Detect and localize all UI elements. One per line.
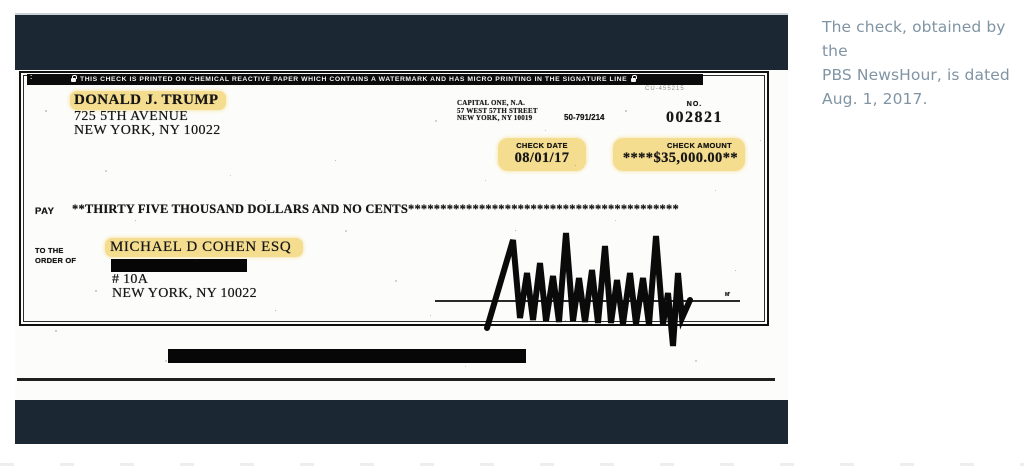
caption-line: PBS NewsHour, is dated — [822, 66, 1010, 84]
scan-noise-speck — [695, 360, 697, 362]
scan-noise-speck — [230, 175, 231, 176]
security-banner-text: THIS CHECK IS PRINTED ON CHEMICAL REACTI… — [80, 76, 628, 83]
scan-noise-speck — [215, 130, 217, 132]
bank-name: CAPITAL ONE, N.A. — [457, 99, 526, 107]
scan-noise-speck — [195, 260, 196, 261]
payer-name: DONALD J. TRUMP — [70, 91, 227, 110]
figure-caption: The check, obtained by the PBS NewsHour,… — [822, 15, 1017, 111]
check-number-label: NO. — [686, 101, 703, 108]
scan-noise-speck — [615, 220, 616, 221]
payer-block: DONALD J. TRUMP 725 5TH AVENUE NEW YORK,… — [70, 91, 227, 138]
caption-line: The check, obtained by the — [822, 18, 1006, 60]
scan-noise-speck — [335, 160, 336, 161]
scan-noise-speck — [735, 270, 736, 271]
payer-address-line1: 725 5TH AVENUE — [74, 109, 189, 124]
routing-fraction: 50-791/214 — [564, 113, 605, 122]
banner-left-mark: : — [30, 74, 33, 81]
scan-noise-speck — [45, 110, 47, 112]
payee-label-line2: ORDER OF — [35, 255, 77, 265]
redaction-bar — [111, 259, 247, 272]
scan-noise-speck — [265, 200, 266, 201]
check-scan-image: : THIS CHECK IS PRINTED ON CHEMICAL REAC… — [15, 70, 788, 400]
scan-noise-speck — [275, 310, 276, 311]
scan-noise-speck — [665, 300, 667, 302]
scan-noise-speck — [345, 230, 347, 232]
pay-label: PAY — [35, 206, 55, 217]
page-bottom-tick-row — [0, 463, 1024, 466]
caption-line: Aug. 1, 2017. — [822, 90, 928, 108]
payee-address: # 10A NEW YORK, NY 10022 — [112, 273, 257, 300]
scan-noise-speck — [485, 180, 486, 181]
payee-name: MICHAEL D COHEN ESQ — [105, 238, 304, 257]
scan-noise-speck — [465, 366, 466, 367]
bank-address-line1: 57 WEST 57TH STREET — [457, 106, 538, 115]
padlock-icon — [71, 74, 77, 82]
bank-block: CAPITAL ONE, N.A. 57 WEST 57TH STREET NE… — [457, 99, 538, 123]
payee-address-line1: # 10A — [112, 272, 149, 287]
check-border — [19, 71, 769, 326]
scan-noise-speck — [55, 330, 57, 332]
scan-noise-speck — [105, 170, 107, 172]
scan-noise-speck — [395, 280, 397, 282]
check-amount-label: CHECK AMOUNT — [667, 141, 732, 150]
scan-noise-speck — [135, 220, 136, 221]
check-number-value: 002821 — [666, 109, 723, 126]
scan-noise-speck — [165, 360, 167, 362]
check-date-value: 08/01/17 — [514, 150, 570, 166]
payer-address-line2: NEW YORK, NY 10022 — [74, 122, 221, 138]
check-amount-value: ****$35,000.00** — [622, 150, 738, 166]
scan-bottom-edge — [17, 378, 775, 381]
scan-noise-speck — [760, 140, 761, 141]
scan-noise-speck — [575, 165, 576, 166]
pay-amount-words: **THIRTY FIVE THOUSAND DOLLARS AND NO CE… — [72, 202, 679, 216]
payee-label-line1: TO THE — [35, 246, 64, 255]
payee-label: TO THE ORDER OF — [35, 246, 76, 265]
security-banner: : THIS CHECK IS PRINTED ON CHEMICAL REAC… — [27, 74, 703, 85]
check-figure: : THIS CHECK IS PRINTED ON CHEMICAL REAC… — [15, 13, 788, 444]
scan-noise-speck — [515, 230, 516, 231]
signature — [484, 232, 693, 347]
scan-noise-speck — [95, 290, 97, 292]
scan-noise-speck — [435, 120, 437, 122]
payee-address-line2: NEW YORK, NY 10022 — [112, 285, 257, 301]
scan-noise-speck — [110, 125, 111, 126]
check-amount-block: CHECK AMOUNT ****$35,000.00** — [613, 138, 745, 171]
bank-address-line2: NEW YORK, NY 10019 — [457, 114, 533, 123]
scan-noise-speck — [430, 315, 431, 316]
redaction-bar — [168, 349, 526, 363]
check-number-block: NO. 002821 — [647, 101, 742, 127]
padlock-icon — [631, 74, 637, 82]
banner-code: CU-455215 — [645, 86, 685, 92]
check-date-label: CHECK DATE — [516, 141, 568, 150]
scan-noise-speck — [545, 130, 546, 131]
check-date-block: CHECK DATE 08/01/17 — [498, 138, 586, 171]
signature-micro-mark: M' — [725, 292, 731, 298]
scan-noise-speck — [715, 190, 716, 191]
scan-noise-speck — [625, 110, 627, 112]
scan-noise-speck — [565, 320, 566, 321]
